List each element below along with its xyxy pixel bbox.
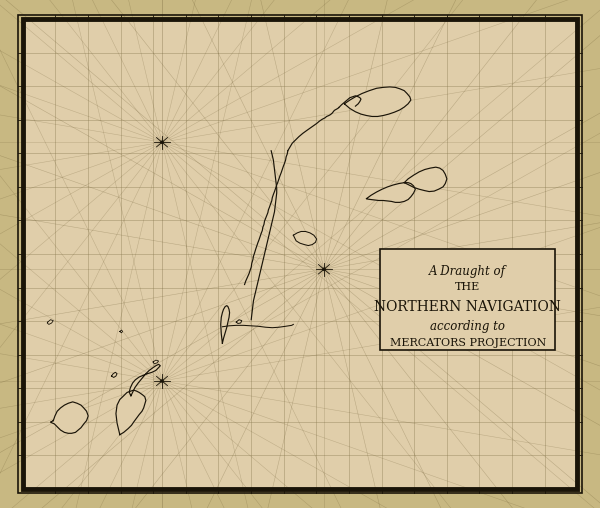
Polygon shape: [221, 306, 230, 343]
Polygon shape: [116, 390, 146, 435]
Text: THE: THE: [455, 282, 481, 292]
Circle shape: [161, 380, 163, 382]
Polygon shape: [120, 330, 122, 333]
Bar: [380, 249, 555, 350]
Polygon shape: [129, 364, 160, 396]
Polygon shape: [153, 360, 158, 364]
Polygon shape: [47, 320, 53, 325]
Text: according to: according to: [430, 321, 505, 333]
Text: NORTHERN NAVIGATION: NORTHERN NAVIGATION: [374, 300, 561, 314]
Circle shape: [323, 268, 325, 270]
Polygon shape: [236, 320, 242, 324]
Polygon shape: [112, 372, 117, 377]
Polygon shape: [50, 402, 88, 433]
Polygon shape: [293, 232, 317, 245]
Polygon shape: [404, 167, 447, 192]
Circle shape: [161, 141, 163, 143]
Text: A Draught of: A Draught of: [429, 265, 506, 277]
Polygon shape: [367, 183, 415, 202]
Polygon shape: [344, 87, 411, 116]
Text: MERCATORS PROJECTION: MERCATORS PROJECTION: [389, 338, 546, 348]
